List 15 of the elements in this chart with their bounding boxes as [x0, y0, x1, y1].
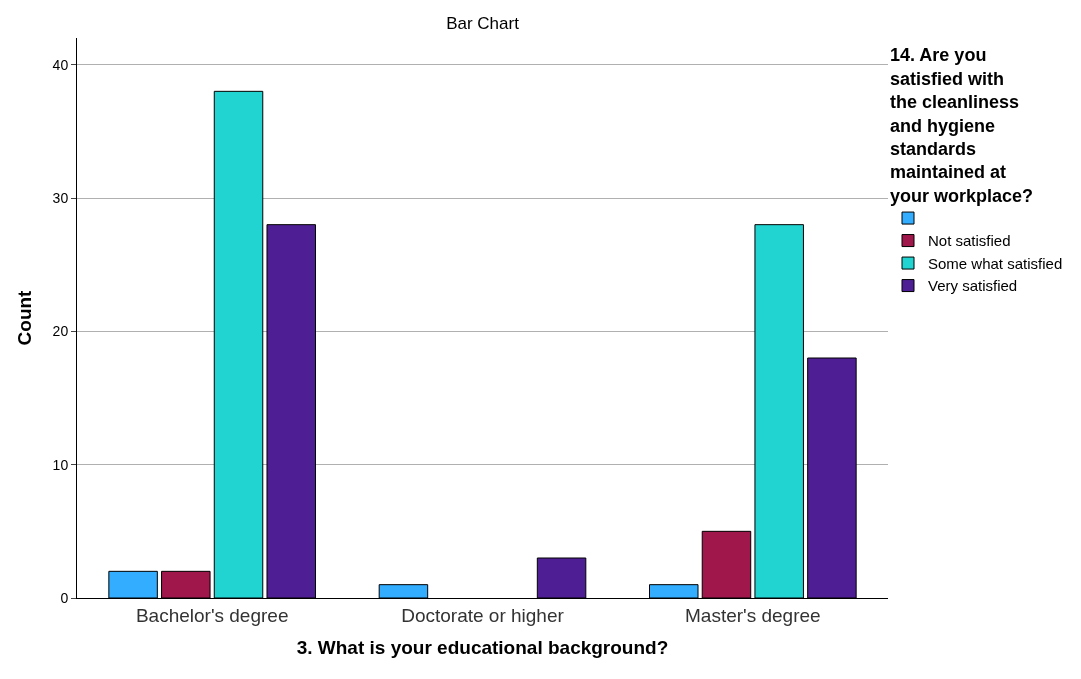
x-axis-title: 3. What is your educational background?: [296, 636, 669, 658]
y-tick-label: 30: [52, 189, 69, 206]
legend-label: Not satisfied: [928, 232, 1011, 250]
y-axis-title: Count: [14, 289, 36, 346]
y-tick-label: 0: [60, 589, 69, 606]
y-tick-label: 20: [52, 323, 69, 340]
legend-title: 14. Are you satisfied with the cleanliness and hygiene standards maintained at your workplace?: [890, 45, 1034, 206]
y-tick-label: 40: [52, 56, 69, 73]
x-tick-label: Doctorate or higher: [401, 604, 565, 626]
legend-label: Very satisfied: [928, 277, 1018, 295]
legend-label: Some what satisfied: [928, 254, 1063, 272]
x-tick-label: Bachelor's degree: [135, 604, 289, 626]
x-tick-label: Master's degree: [685, 604, 821, 626]
chart-title: Bar Chart: [446, 13, 520, 33]
y-tick-label: 10: [52, 456, 69, 473]
